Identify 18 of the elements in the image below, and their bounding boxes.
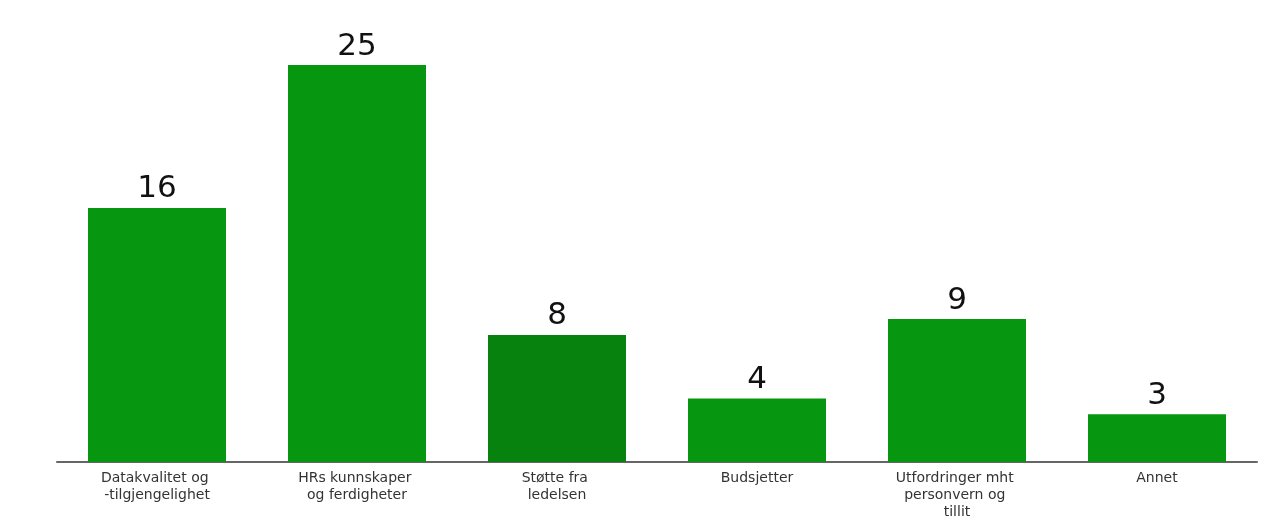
x-tick-label: Annet xyxy=(1136,468,1179,485)
bar xyxy=(488,334,626,462)
bar xyxy=(88,207,226,462)
data-label: 4 xyxy=(747,358,767,395)
data-label: 9 xyxy=(947,279,967,316)
x-tick-label: Budsjetter xyxy=(720,468,794,485)
x-tick-label: Støtte fra ledelsen xyxy=(521,468,593,502)
data-label: 8 xyxy=(547,295,567,332)
x-tick-label: Datakvalitet og -tilgjengelighet xyxy=(100,468,214,502)
bar xyxy=(288,65,426,462)
data-label: 3 xyxy=(1147,374,1167,411)
x-tick-label: Utfordringer mht personvern og tillit xyxy=(895,468,1019,519)
bar xyxy=(1088,414,1226,462)
data-label: 16 xyxy=(137,168,177,205)
x-tick-label: HRs kunnskaper og ferdigheter xyxy=(298,468,416,502)
bar xyxy=(888,319,1026,462)
data-label: 25 xyxy=(337,25,377,62)
bar xyxy=(688,398,826,462)
